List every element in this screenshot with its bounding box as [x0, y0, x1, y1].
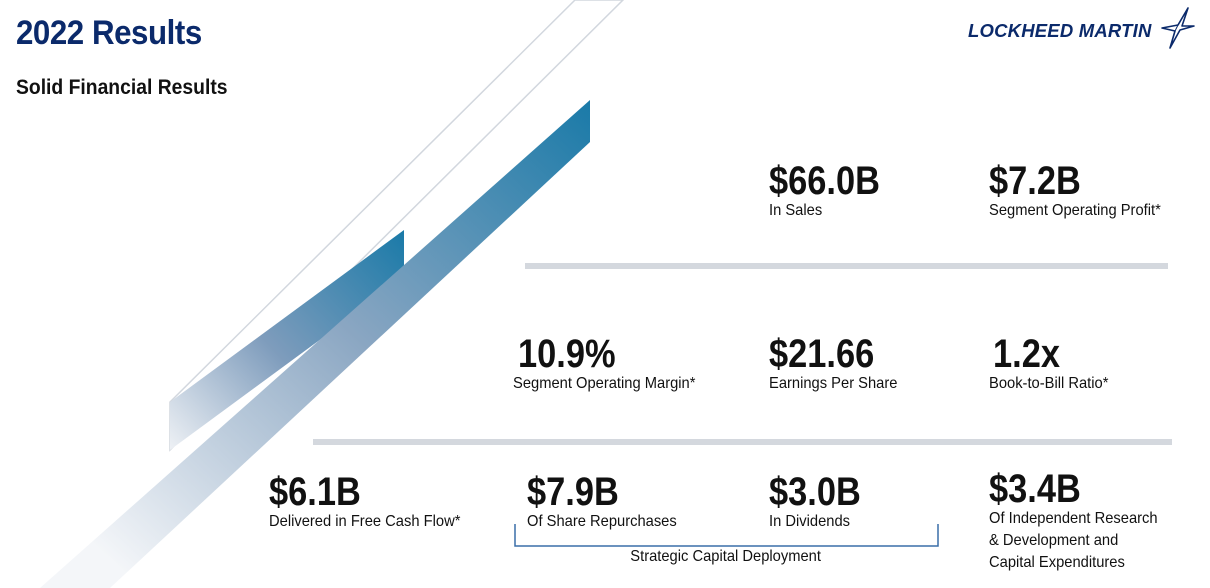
- stat-book-to-bill: 1.2x Book-to-Bill Ratio*: [989, 331, 1119, 395]
- stat-value: 1.2x: [993, 332, 1060, 376]
- stat-label: In Sales: [769, 202, 823, 219]
- stat-label-line: Of Independent Research: [989, 510, 1158, 527]
- stat-label: Delivered in Free Cash Flow*: [269, 513, 461, 530]
- stat-label: Segment Operating Margin*: [513, 375, 696, 392]
- logo-star-icon: [1161, 7, 1195, 49]
- page-subtitle: Solid Financial Results: [16, 76, 228, 99]
- stat-earnings-per-share: $21.66 Earnings Per Share: [769, 331, 909, 395]
- stat-label-line: Capital Expenditures: [989, 554, 1125, 571]
- stat-value: $66.0B: [769, 159, 880, 203]
- stat-free-cash-flow: $6.1B Delivered in Free Cash Flow*: [269, 469, 477, 533]
- stat-value: $3.0B: [769, 470, 861, 514]
- stat-label: Of Share Repurchases: [527, 513, 677, 530]
- stat-label-line: & Development and: [989, 532, 1119, 549]
- stat-dividends: $3.0B In Dividends: [769, 469, 876, 533]
- stat-research-development: $3.4B Of Independent Research & Developm…: [989, 466, 1189, 574]
- logo-wordmark: LOCKHEED MARTIN: [968, 20, 1152, 41]
- divider-top: [525, 263, 1168, 269]
- page-title: 2022 Results: [16, 14, 202, 52]
- capital-deployment-caption-text: Strategic Capital Deployment: [630, 548, 822, 565]
- stat-label: Segment Operating Profit*: [989, 202, 1161, 219]
- divider-bottom: [313, 439, 1172, 445]
- large-gradient-stripe: [40, 100, 590, 588]
- stat-value: $7.9B: [527, 470, 619, 514]
- stat-value: $21.66: [769, 332, 875, 376]
- stat-value: $3.4B: [989, 467, 1081, 511]
- stat-label: Book-to-Bill Ratio*: [989, 375, 1109, 392]
- stat-value: $6.1B: [269, 470, 361, 514]
- small-gradient-stripe: [170, 230, 404, 450]
- capital-deployment-bracket: [514, 524, 939, 547]
- lockheed-martin-logo: LOCKHEED MARTIN: [968, 7, 1200, 49]
- stat-label: In Dividends: [769, 513, 851, 530]
- stat-label: Earnings Per Share: [769, 375, 898, 392]
- stat-share-repurchases: $7.9B Of Share Repurchases: [527, 469, 690, 533]
- capital-deployment-caption: Strategic Capital Deployment: [514, 548, 938, 566]
- stat-value: $7.2B: [989, 159, 1081, 203]
- stat-segment-operating-profit: $7.2B Segment Operating Profit*: [989, 158, 1176, 222]
- stat-label-multiline: Of Independent Research & Development an…: [989, 508, 1173, 574]
- stat-segment-operating-margin: 10.9% Segment Operating Margin*: [513, 331, 711, 395]
- stat-sales: $66.0B In Sales: [769, 158, 898, 222]
- stat-value: 10.9%: [518, 332, 616, 376]
